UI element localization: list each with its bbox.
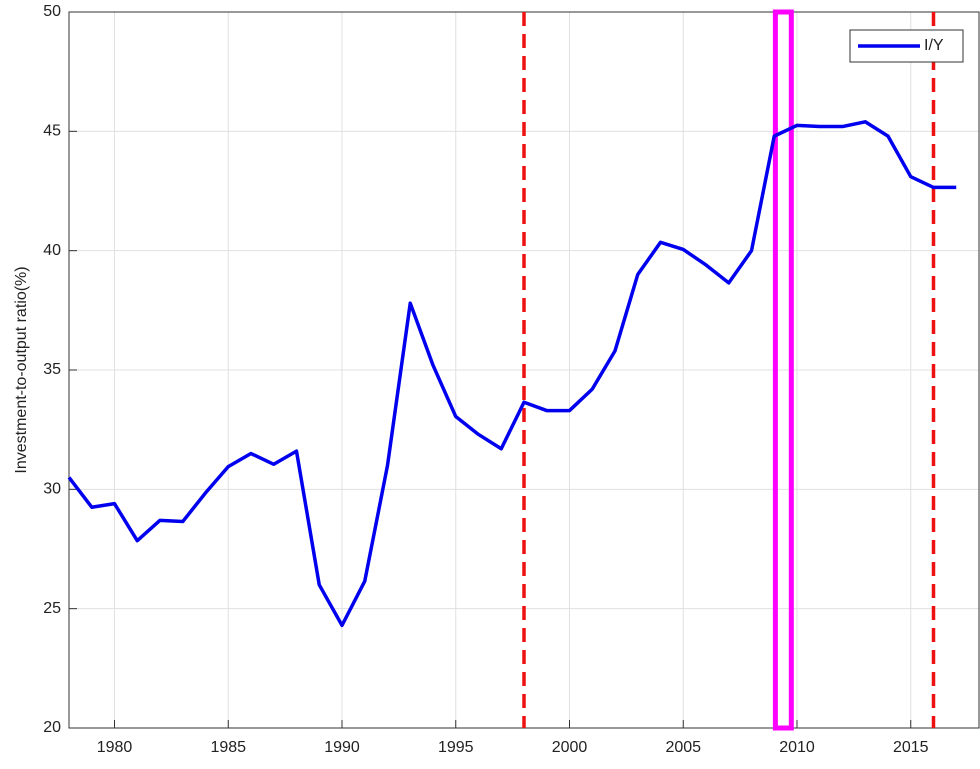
x-tick-label: 1990 [324,739,360,756]
x-tick-label: 1980 [97,739,133,756]
highlight-box [772,9,794,731]
data-line [67,120,957,628]
legend-label: I/Y [924,37,944,54]
x-tick-label: 2010 [779,739,815,756]
y-axis-label: Investment-to-output ratio(%) [13,266,30,473]
x-tick-label: 2005 [665,739,701,756]
x-tick-label: 1995 [438,739,474,756]
x-tick-label: 2015 [893,739,929,756]
y-tick-label: 35 [43,361,61,378]
y-tick-label: 25 [43,600,61,617]
y-tick-label: 45 [43,123,61,140]
y-tick-label: 30 [43,481,61,498]
x-tick-label: 2000 [552,739,588,756]
y-tick-label: 50 [43,3,61,20]
y-tick-label: 40 [43,242,61,259]
x-tick-label: 1985 [210,739,246,756]
y-tick-label: 20 [43,719,61,736]
